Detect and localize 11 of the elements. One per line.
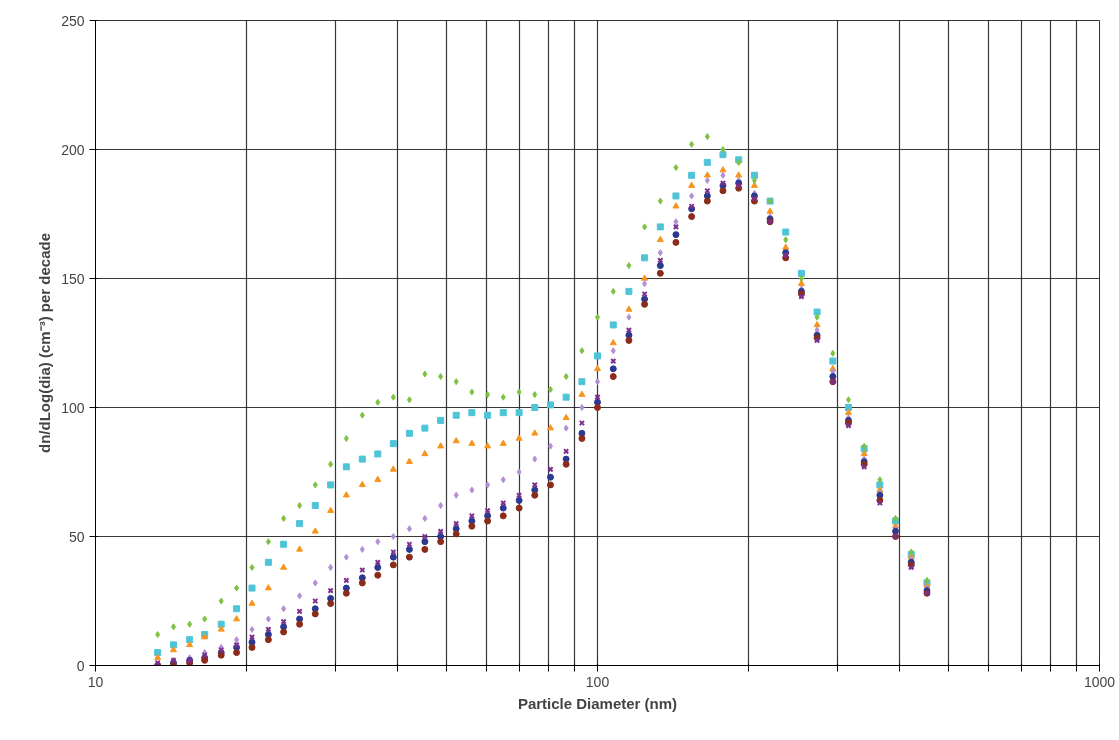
y-tick-label: 250	[61, 12, 85, 29]
y-tick-label: 50	[68, 528, 85, 545]
x-tick-label: 1000	[1083, 673, 1116, 690]
x-tick-label: 10	[87, 673, 104, 690]
y-tick-label: 100	[61, 399, 85, 416]
x-tick-label: 100	[585, 673, 610, 690]
x-axis-title: Particle Diameter (nm)	[517, 694, 678, 712]
y-tick-label: 150	[61, 270, 85, 287]
y-axis-title: dn/dLog(dia) (cm⁻³) per decade	[36, 232, 54, 453]
y-tick-label: 0	[76, 657, 85, 674]
y-tick-label: 200	[61, 141, 85, 158]
